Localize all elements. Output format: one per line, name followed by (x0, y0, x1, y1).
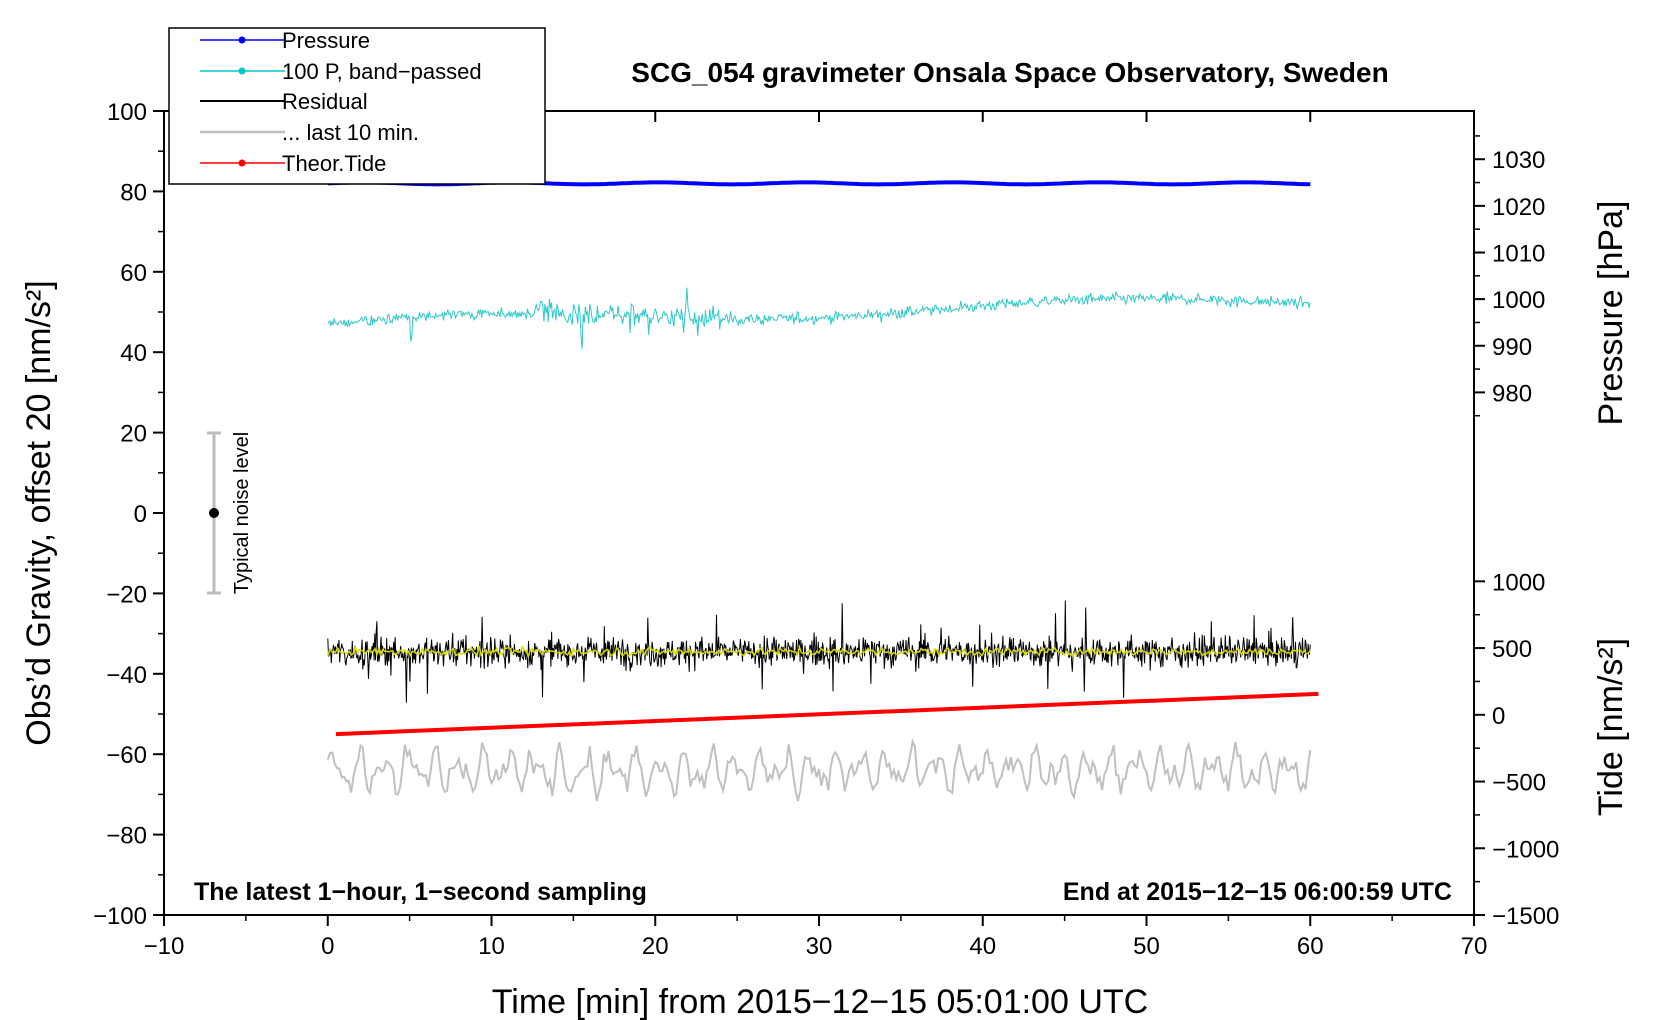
tide-tick-label: −1500 (1492, 903, 1559, 930)
annotation-left: The latest 1−hour, 1−second sampling (194, 878, 647, 906)
legend-box (168, 27, 546, 185)
pressure-tick-label: 1000 (1492, 287, 1545, 314)
tide-tick-label: 500 (1492, 636, 1532, 663)
pressure-tick-label: 990 (1492, 334, 1532, 361)
noise-bar-center (209, 508, 219, 518)
y-tick-label: −60 (106, 742, 147, 769)
y-tick-label: 20 (120, 421, 147, 448)
series-line-residual (327, 600, 1311, 703)
x-tick-label: 20 (642, 933, 669, 960)
x-tick-label: 10 (478, 933, 505, 960)
x-tick-label: 60 (1297, 933, 1324, 960)
pressure-tick-label: 1020 (1492, 194, 1545, 221)
legend-label-last-10-min: ... last 10 min. (282, 120, 419, 145)
chart-title: SCG_054 gravimeter Onsala Space Observat… (631, 57, 1388, 88)
y-axis-title-tide: Tide [nm/s²] (1592, 638, 1630, 816)
legend-marker-band-passed (238, 67, 246, 75)
y-axis-title-pressure: Pressure [hPa] (1592, 201, 1630, 426)
tide-tick-label: 0 (1492, 703, 1505, 730)
y-tick-label: −40 (106, 662, 147, 689)
y-tick-label: −100 (93, 903, 147, 930)
legend-label-band-passed: 100 P, band−passed (282, 59, 482, 84)
legend-item-residual: Residual (200, 89, 368, 114)
x-tick-label: 70 (1461, 933, 1488, 960)
legend-item-band-passed: 100 P, band−passed (200, 59, 482, 84)
series-line-band-passed (327, 287, 1311, 350)
series-line-last-10-min (326, 738, 1312, 802)
pressure-tick-label: 1010 (1492, 241, 1545, 268)
legend-label-theor-tide: Theor.Tide (282, 151, 386, 176)
y-tick-label: −20 (106, 581, 147, 608)
series-line-residual-smoothed (327, 644, 1311, 660)
y-tick-label: 40 (120, 340, 147, 367)
series-layer (326, 180, 1319, 802)
tick-layer: −10 0 10 20 30 40 50 60 70100806040200−20−40−60−… (93, 99, 1559, 960)
noise-bar (207, 431, 221, 595)
pressure-tick-label: 980 (1492, 380, 1532, 407)
noise-label: Typical noise level (231, 432, 253, 594)
x-tick-label: 40 (969, 933, 996, 960)
legend: Pressure 100 P, band−passed Residual ...… (168, 27, 546, 185)
tide-tick-label: 1000 (1492, 569, 1545, 596)
tide-tick-label: −500 (1492, 770, 1546, 797)
x-axis-title: Time [min] from 2015−12−15 05:01:00 UTC (492, 983, 1148, 1020)
y-tick-label: 0 (134, 501, 147, 528)
y-tick-label: 100 (107, 99, 147, 126)
x-tick-label: 0 (321, 933, 334, 960)
x-tick-label: −10 (144, 933, 185, 960)
tide-tick-label: −1000 (1492, 836, 1559, 863)
y-tick-label: −80 (106, 823, 147, 850)
y-tick-label: 60 (120, 260, 147, 287)
legend-label-residual: Residual (282, 89, 368, 114)
legend-marker-pressure (238, 36, 246, 44)
legend-item-last-10-min: ... last 10 min. (200, 120, 419, 145)
annotation-right: End at 2015−12−15 06:00:59 UTC (1063, 878, 1452, 906)
legend-item-pressure: Pressure (200, 28, 370, 53)
series-line-theor-tide (335, 691, 1319, 737)
plot-frame (163, 110, 1475, 916)
x-tick-label: 50 (1133, 933, 1160, 960)
y-axis-title-left: Obs’d Gravity, offset 20 [nm/s²] (20, 280, 58, 745)
y-tick-label: 80 (120, 179, 147, 206)
pressure-tick-label: 1030 (1492, 147, 1545, 174)
legend-label-pressure: Pressure (282, 28, 370, 53)
x-tick-label: 30 (806, 933, 833, 960)
legend-item-theor-tide: Theor.Tide (200, 151, 386, 176)
legend-marker-theor-tide (238, 159, 246, 167)
